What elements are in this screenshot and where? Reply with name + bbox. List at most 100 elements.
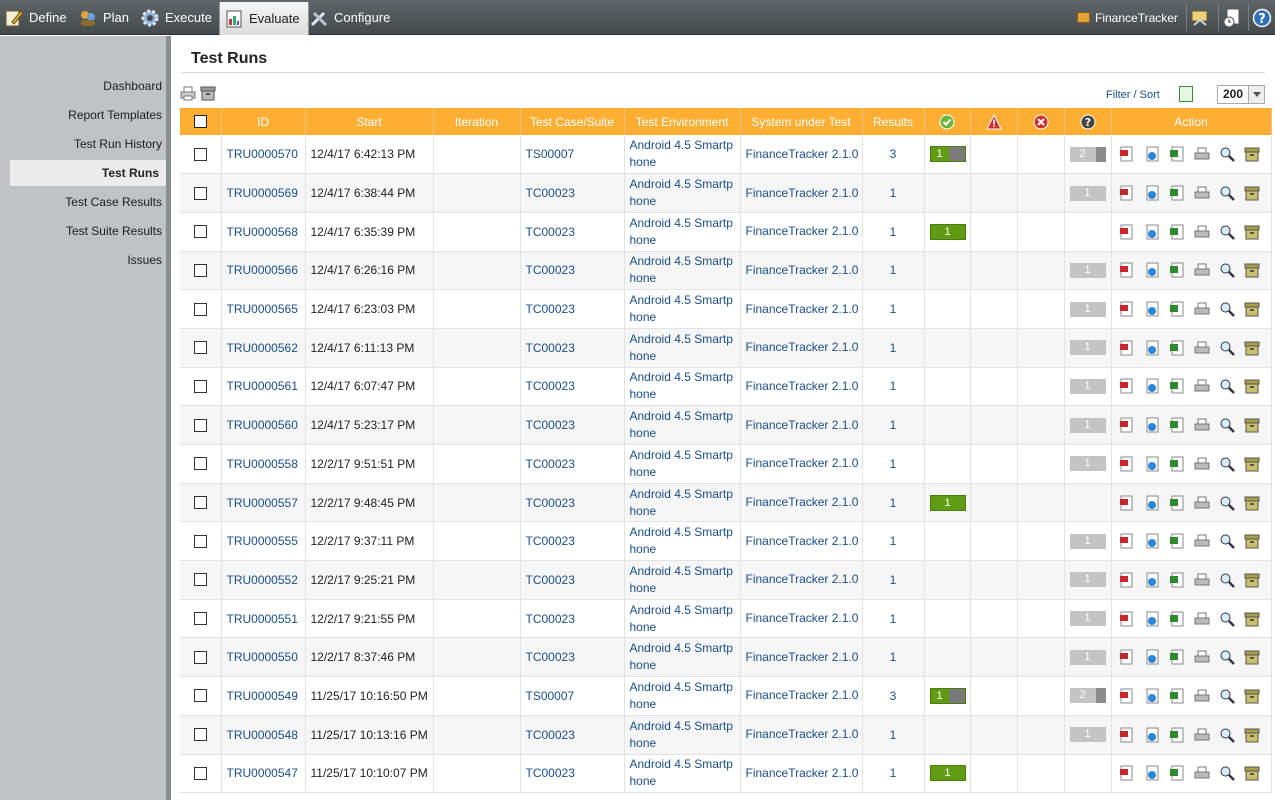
test-case-link[interactable]: TC00023 xyxy=(525,302,575,317)
print-icon[interactable] xyxy=(1194,765,1210,781)
pass-count-bar[interactable]: 1 xyxy=(929,765,966,782)
system-under-test-link[interactable]: FinanceTracker 2.1.0 xyxy=(745,572,859,587)
system-under-test-link[interactable]: FinanceTracker 2.1.0 xyxy=(745,765,859,780)
excel-icon[interactable] xyxy=(1169,224,1185,240)
run-id-link[interactable]: TRU0000570 xyxy=(226,147,298,162)
word-icon[interactable] xyxy=(1144,340,1160,356)
header-passed[interactable] xyxy=(924,108,971,135)
results-count-link[interactable]: 1 xyxy=(889,418,897,433)
excel-icon[interactable] xyxy=(1169,688,1185,704)
magnifier-icon[interactable] xyxy=(1219,224,1235,240)
word-icon[interactable] xyxy=(1144,611,1160,627)
archive-icon[interactable] xyxy=(1244,495,1260,511)
test-case-link[interactable]: TC00023 xyxy=(525,340,575,355)
magnifier-icon[interactable] xyxy=(1219,185,1235,201)
print-icon[interactable] xyxy=(180,86,196,101)
results-count-link[interactable]: 1 xyxy=(889,534,897,549)
excel-icon[interactable] xyxy=(1169,649,1185,665)
archive-icon[interactable] xyxy=(1244,611,1260,627)
row-checkbox[interactable] xyxy=(193,418,207,432)
row-checkbox[interactable] xyxy=(193,225,207,239)
sidebar-item-test-case-results[interactable]: Test Case Results xyxy=(65,195,162,209)
test-case-link[interactable]: TC00023 xyxy=(525,379,575,394)
environment-link[interactable]: Android 4.5 Smartphone xyxy=(629,679,733,711)
word-icon[interactable] xyxy=(1144,649,1160,665)
magnifier-icon[interactable] xyxy=(1219,417,1235,434)
test-case-link[interactable]: TC00023 xyxy=(525,611,575,626)
unknown-count-bar[interactable]: 1 xyxy=(1069,340,1106,356)
print-icon[interactable] xyxy=(1194,301,1210,317)
word-icon[interactable] xyxy=(1144,765,1160,781)
nav-evaluate[interactable]: Evaluate xyxy=(219,2,309,35)
system-under-test-link[interactable]: FinanceTracker 2.1.0 xyxy=(745,533,859,548)
word-icon[interactable] xyxy=(1144,146,1160,162)
table-row[interactable]: TRU0000557 12/2/17 9:48:45 PM TC00023 Andro… xyxy=(180,483,1272,523)
archive-icon[interactable] xyxy=(1244,727,1260,743)
row-checkbox[interactable] xyxy=(193,263,207,277)
archive-icon[interactable] xyxy=(1244,765,1260,781)
sidebar-item-test-suite-results[interactable]: Test Suite Results xyxy=(65,224,162,238)
excel-icon[interactable] xyxy=(1169,456,1185,472)
results-count-link[interactable]: 1 xyxy=(889,340,897,355)
excel-icon[interactable] xyxy=(1169,417,1185,433)
unknown-count-bar[interactable]: 1 xyxy=(1069,649,1106,665)
word-icon[interactable] xyxy=(1144,185,1160,201)
system-under-test-link[interactable]: FinanceTracker 2.1.0 xyxy=(745,456,859,471)
test-case-link[interactable]: TC00023 xyxy=(525,186,575,201)
archive-icon[interactable] xyxy=(1244,378,1260,394)
run-id-link[interactable]: TRU0000565 xyxy=(226,302,298,317)
row-checkbox[interactable] xyxy=(193,186,207,200)
environment-link[interactable]: Android 4.5 Smartphone xyxy=(629,718,733,750)
magnifier-icon[interactable] xyxy=(1219,533,1235,550)
system-under-test-link[interactable]: FinanceTracker 2.1.0 xyxy=(745,495,859,510)
system-under-test-link[interactable]: FinanceTracker 2.1.0 xyxy=(745,262,859,277)
excel-icon[interactable] xyxy=(1169,611,1185,627)
row-checkbox[interactable] xyxy=(193,728,207,742)
table-row[interactable]: TRU0000560 12/4/17 5:23:17 PM TC00023 Andro… xyxy=(180,405,1272,445)
sidebar-item-dashboard[interactable]: Dashboard xyxy=(103,79,162,93)
project-selector[interactable]: FinanceTracker xyxy=(1077,0,1178,35)
header-system-under-test[interactable]: System under Test xyxy=(740,108,863,135)
unknown-count-bar[interactable]: 1 xyxy=(1069,456,1106,472)
pass-count-bar[interactable]: 1 xyxy=(929,223,966,240)
run-id-link[interactable]: TRU0000549 xyxy=(226,688,298,703)
magnifier-icon[interactable] xyxy=(1219,146,1235,162)
run-id-link[interactable]: TRU0000558 xyxy=(226,456,298,471)
row-checkbox[interactable] xyxy=(193,341,207,355)
unknown-count-bar[interactable]: 1 xyxy=(1069,572,1106,588)
results-count-link[interactable]: 1 xyxy=(889,224,897,239)
sidebar-item-test-run-history[interactable]: Test Run History xyxy=(73,137,162,151)
sidebar-item-test-runs[interactable]: Test Runs xyxy=(10,160,170,186)
pass-count-bar[interactable]: 1 xyxy=(929,146,966,163)
row-checkbox[interactable] xyxy=(193,379,207,393)
run-id-link[interactable]: TRU0000547 xyxy=(226,766,298,781)
pdf-icon[interactable] xyxy=(1119,224,1135,240)
test-case-link[interactable]: TC00023 xyxy=(525,224,575,239)
row-checkbox[interactable] xyxy=(193,573,207,587)
excel-icon[interactable] xyxy=(1169,533,1185,549)
pdf-icon[interactable] xyxy=(1119,146,1135,162)
environment-link[interactable]: Android 4.5 Smartphone xyxy=(629,215,733,247)
pdf-icon[interactable] xyxy=(1119,495,1135,511)
unknown-count-bar[interactable]: 1 xyxy=(1069,301,1106,317)
filter-sort-link[interactable]: Filter / Sort xyxy=(1106,89,1160,101)
results-count-link[interactable]: 3 xyxy=(889,688,897,703)
results-count-link[interactable]: 1 xyxy=(889,263,897,278)
system-under-test-link[interactable]: FinanceTracker 2.1.0 xyxy=(745,649,859,664)
archive-icon[interactable] xyxy=(1244,262,1260,278)
magnifier-icon[interactable] xyxy=(1219,340,1235,356)
row-checkbox[interactable] xyxy=(193,689,207,703)
magnifier-icon[interactable] xyxy=(1219,611,1235,627)
table-row[interactable]: TRU0000550 12/2/17 8:37:46 PM TC00023 Andro… xyxy=(180,637,1272,678)
archive-icon[interactable] xyxy=(1244,185,1260,201)
print-icon[interactable] xyxy=(1194,417,1210,433)
environment-link[interactable]: Android 4.5 Smartphone xyxy=(629,486,733,518)
results-count-link[interactable]: 1 xyxy=(889,611,897,626)
magnifier-icon[interactable] xyxy=(1219,688,1235,704)
pdf-icon[interactable] xyxy=(1119,456,1135,472)
test-case-link[interactable]: TC00023 xyxy=(525,495,575,510)
help-button[interactable]: ? xyxy=(1248,4,1274,31)
chevron-down-icon[interactable] xyxy=(1248,86,1264,103)
print-icon[interactable] xyxy=(1194,649,1210,665)
environment-link[interactable]: Android 4.5 Smartphone xyxy=(629,370,733,402)
